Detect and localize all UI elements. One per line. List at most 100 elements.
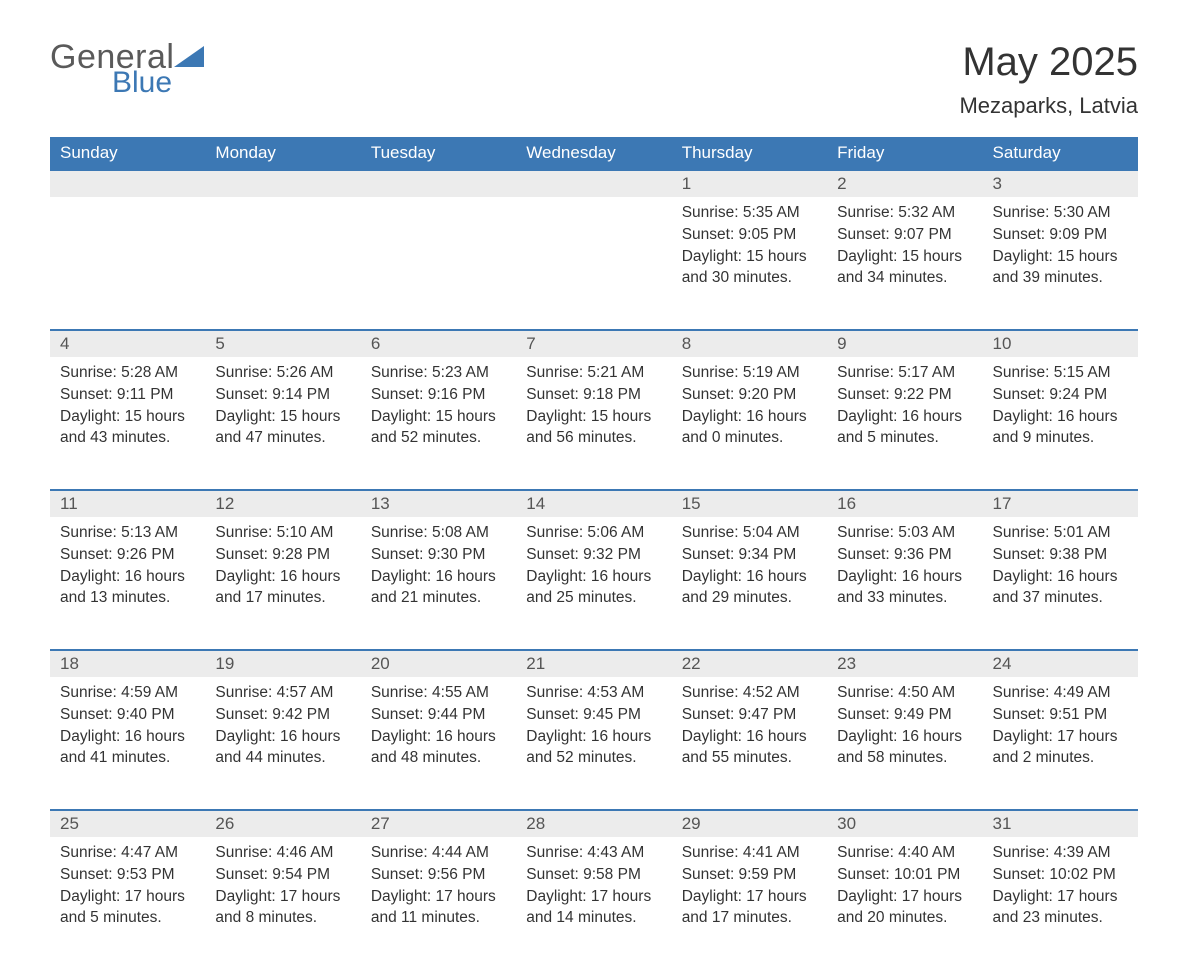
sunset-line: Sunset: 9:59 PM (682, 865, 817, 886)
daylight-line: Daylight: 16 hours and 9 minutes. (993, 407, 1128, 449)
sunrise-line: Sunrise: 4:44 AM (371, 843, 506, 864)
sunset-line: Sunset: 9:28 PM (215, 545, 350, 566)
day-number: 23 (827, 649, 982, 677)
day-number: 1 (672, 169, 827, 197)
daylight-line: Daylight: 17 hours and 11 minutes. (371, 887, 506, 929)
logo: General Blue (50, 40, 204, 98)
logo-triangle-icon (174, 46, 204, 77)
day-number: 31 (983, 809, 1138, 837)
day-content: Sunrise: 4:39 AMSunset: 10:02 PMDaylight… (983, 837, 1138, 948)
day-content: Sunrise: 5:26 AMSunset: 9:14 PMDaylight:… (205, 357, 360, 468)
day-number: 17 (983, 489, 1138, 517)
daylight-line: Daylight: 17 hours and 20 minutes. (837, 887, 972, 929)
daylight-line: Daylight: 16 hours and 21 minutes. (371, 567, 506, 609)
daylight-line: Daylight: 16 hours and 5 minutes. (837, 407, 972, 449)
day-content: Sunrise: 4:57 AMSunset: 9:42 PMDaylight:… (205, 677, 360, 788)
day-number: 5 (205, 329, 360, 357)
logo-word-blue: Blue (112, 68, 174, 98)
sunrise-line: Sunrise: 5:03 AM (837, 523, 972, 544)
day-number: 10 (983, 329, 1138, 357)
sunset-line: Sunset: 9:47 PM (682, 705, 817, 726)
week-content-row: Sunrise: 5:35 AMSunset: 9:05 PMDaylight:… (50, 197, 1138, 329)
title-block: May 2025 Mezaparks, Latvia (959, 40, 1138, 119)
daylight-line: Daylight: 16 hours and 44 minutes. (215, 727, 350, 769)
sunrise-line: Sunrise: 5:13 AM (60, 523, 195, 544)
week-content-row: Sunrise: 4:59 AMSunset: 9:40 PMDaylight:… (50, 677, 1138, 809)
daylight-line: Daylight: 16 hours and 13 minutes. (60, 567, 195, 609)
sunrise-line: Sunrise: 5:06 AM (526, 523, 661, 544)
day-number: 21 (516, 649, 671, 677)
sunrise-line: Sunrise: 4:57 AM (215, 683, 350, 704)
sunrise-line: Sunrise: 4:46 AM (215, 843, 350, 864)
sunrise-line: Sunrise: 4:40 AM (837, 843, 972, 864)
weekday-header: Monday (205, 137, 360, 169)
sunset-line: Sunset: 9:09 PM (993, 225, 1128, 246)
day-content: Sunrise: 5:01 AMSunset: 9:38 PMDaylight:… (983, 517, 1138, 628)
sunset-line: Sunset: 9:54 PM (215, 865, 350, 886)
sunrise-line: Sunrise: 5:35 AM (682, 203, 817, 224)
daylight-line: Daylight: 15 hours and 47 minutes. (215, 407, 350, 449)
day-content: Sunrise: 5:19 AMSunset: 9:20 PMDaylight:… (672, 357, 827, 468)
week-content-row: Sunrise: 5:28 AMSunset: 9:11 PMDaylight:… (50, 357, 1138, 489)
day-content: Sunrise: 5:06 AMSunset: 9:32 PMDaylight:… (516, 517, 671, 628)
day-number: 12 (205, 489, 360, 517)
daylight-line: Daylight: 15 hours and 56 minutes. (526, 407, 661, 449)
sunset-line: Sunset: 9:30 PM (371, 545, 506, 566)
sunset-line: Sunset: 9:18 PM (526, 385, 661, 406)
logo-text: General Blue (50, 40, 174, 98)
empty-day (516, 169, 671, 197)
day-content: Sunrise: 5:35 AMSunset: 9:05 PMDaylight:… (672, 197, 827, 308)
daylight-line: Daylight: 17 hours and 8 minutes. (215, 887, 350, 929)
weekday-row: SundayMondayTuesdayWednesdayThursdayFrid… (50, 137, 1138, 169)
weekday-header: Wednesday (516, 137, 671, 169)
sunrise-line: Sunrise: 5:17 AM (837, 363, 972, 384)
day-content: Sunrise: 5:32 AMSunset: 9:07 PMDaylight:… (827, 197, 982, 308)
weekday-header: Sunday (50, 137, 205, 169)
sunset-line: Sunset: 9:49 PM (837, 705, 972, 726)
daylight-line: Daylight: 17 hours and 17 minutes. (682, 887, 817, 929)
sunrise-line: Sunrise: 5:04 AM (682, 523, 817, 544)
daylight-line: Daylight: 15 hours and 43 minutes. (60, 407, 195, 449)
day-content: Sunrise: 5:30 AMSunset: 9:09 PMDaylight:… (983, 197, 1138, 308)
day-content: Sunrise: 4:53 AMSunset: 9:45 PMDaylight:… (516, 677, 671, 788)
daylight-line: Daylight: 16 hours and 25 minutes. (526, 567, 661, 609)
daylight-line: Daylight: 16 hours and 17 minutes. (215, 567, 350, 609)
day-content: Sunrise: 5:13 AMSunset: 9:26 PMDaylight:… (50, 517, 205, 628)
sunset-line: Sunset: 9:53 PM (60, 865, 195, 886)
day-number: 19 (205, 649, 360, 677)
day-number: 11 (50, 489, 205, 517)
empty-day (50, 169, 205, 197)
sunrise-line: Sunrise: 4:49 AM (993, 683, 1128, 704)
daylight-line: Daylight: 15 hours and 30 minutes. (682, 247, 817, 289)
sunrise-line: Sunrise: 4:47 AM (60, 843, 195, 864)
sunrise-line: Sunrise: 5:30 AM (993, 203, 1128, 224)
day-content: Sunrise: 5:15 AMSunset: 9:24 PMDaylight:… (983, 357, 1138, 468)
daylight-line: Daylight: 16 hours and 29 minutes. (682, 567, 817, 609)
week-content-row: Sunrise: 5:13 AMSunset: 9:26 PMDaylight:… (50, 517, 1138, 649)
day-number: 15 (672, 489, 827, 517)
calendar-table: SundayMondayTuesdayWednesdayThursdayFrid… (50, 137, 1138, 969)
day-number: 28 (516, 809, 671, 837)
sunset-line: Sunset: 9:51 PM (993, 705, 1128, 726)
weekday-header: Friday (827, 137, 982, 169)
day-content: Sunrise: 4:50 AMSunset: 9:49 PMDaylight:… (827, 677, 982, 788)
daylight-line: Daylight: 16 hours and 52 minutes. (526, 727, 661, 769)
day-content: Sunrise: 4:41 AMSunset: 9:59 PMDaylight:… (672, 837, 827, 948)
sunset-line: Sunset: 9:56 PM (371, 865, 506, 886)
day-number: 20 (361, 649, 516, 677)
daylight-line: Daylight: 17 hours and 23 minutes. (993, 887, 1128, 929)
day-number: 8 (672, 329, 827, 357)
day-number: 14 (516, 489, 671, 517)
weekday-header: Tuesday (361, 137, 516, 169)
day-content: Sunrise: 4:43 AMSunset: 9:58 PMDaylight:… (516, 837, 671, 948)
daylight-line: Daylight: 16 hours and 33 minutes. (837, 567, 972, 609)
calendar-head: SundayMondayTuesdayWednesdayThursdayFrid… (50, 137, 1138, 169)
sunrise-line: Sunrise: 4:41 AM (682, 843, 817, 864)
sunset-line: Sunset: 9:58 PM (526, 865, 661, 886)
day-content: Sunrise: 4:55 AMSunset: 9:44 PMDaylight:… (361, 677, 516, 788)
week-daynum-row: 25262728293031 (50, 809, 1138, 837)
sunset-line: Sunset: 9:24 PM (993, 385, 1128, 406)
daylight-line: Daylight: 16 hours and 58 minutes. (837, 727, 972, 769)
day-number: 27 (361, 809, 516, 837)
day-number: 4 (50, 329, 205, 357)
